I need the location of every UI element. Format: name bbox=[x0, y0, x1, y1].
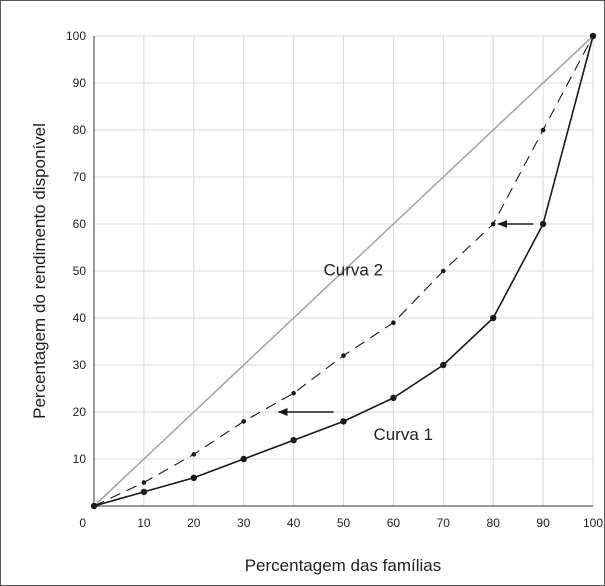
curve-2-point bbox=[441, 268, 446, 274]
x-tick-label: 80 bbox=[487, 516, 501, 530]
curve-2-point bbox=[490, 221, 496, 227]
arrows bbox=[277, 220, 534, 416]
x-axis-title: Percentagem das famílias bbox=[245, 556, 442, 575]
y-tick-label: 90 bbox=[73, 76, 87, 90]
y-tick-label: 30 bbox=[73, 358, 87, 372]
y-tick-label: 40 bbox=[73, 311, 87, 325]
curve-1-point bbox=[490, 314, 497, 322]
x-tick-label: 90 bbox=[536, 516, 550, 530]
curve-1-point bbox=[290, 437, 297, 444]
curve-1-point bbox=[140, 488, 148, 496]
curve-2-point bbox=[291, 390, 296, 396]
y-tick-label: 70 bbox=[73, 170, 87, 184]
equality-line bbox=[93, 35, 594, 507]
y-tick-label: 20 bbox=[73, 405, 87, 419]
x-tick-label: 30 bbox=[237, 516, 251, 530]
y-tick-label: 10 bbox=[73, 452, 87, 466]
curve-1-point bbox=[240, 455, 247, 463]
x-tick-label: 50 bbox=[337, 516, 351, 530]
curve-2-point bbox=[91, 503, 97, 509]
curve-2-point bbox=[141, 480, 147, 485]
series bbox=[90, 32, 597, 510]
axes bbox=[93, 36, 593, 507]
curve-1-point bbox=[190, 474, 197, 481]
curve-2-point bbox=[391, 320, 396, 326]
y-axis-title: Percentagem do rendimento disponível bbox=[30, 123, 49, 419]
grid bbox=[94, 35, 594, 506]
x-tick-label: 10 bbox=[137, 516, 151, 530]
curve-label: Curva 1 bbox=[373, 425, 433, 444]
y-tick-label: 60 bbox=[73, 217, 87, 231]
y-tick-label: 80 bbox=[73, 123, 87, 137]
annotations: Curva 2 Curva 1 bbox=[324, 261, 433, 445]
x-tick-label: 70 bbox=[437, 516, 451, 530]
y-tick-label: 50 bbox=[73, 264, 87, 278]
tick-labels: 10 20 30 40 50 60 70 80 90 100 10 20 30 40 50 60 70 80 90 1… bbox=[66, 29, 603, 530]
curve-1-point bbox=[440, 361, 447, 369]
curve-2-point bbox=[590, 33, 596, 39]
x-tick-label: 100 bbox=[583, 516, 603, 530]
x-tick-label: 60 bbox=[387, 516, 401, 530]
x-tick-label: 20 bbox=[187, 516, 201, 530]
curve-2-point bbox=[191, 452, 197, 457]
origin-label: 0 bbox=[79, 516, 86, 530]
curve-1-point bbox=[539, 220, 547, 228]
x-tick-label: 40 bbox=[287, 516, 301, 530]
curve-1-point bbox=[390, 394, 397, 402]
curve-label: Curva 2 bbox=[324, 261, 384, 280]
y-tick-label: 100 bbox=[66, 29, 86, 43]
curve-1-point bbox=[340, 418, 347, 425]
curve-2-point bbox=[540, 127, 546, 133]
curve-2-point bbox=[341, 353, 346, 358]
curve-2-point bbox=[241, 419, 246, 424]
